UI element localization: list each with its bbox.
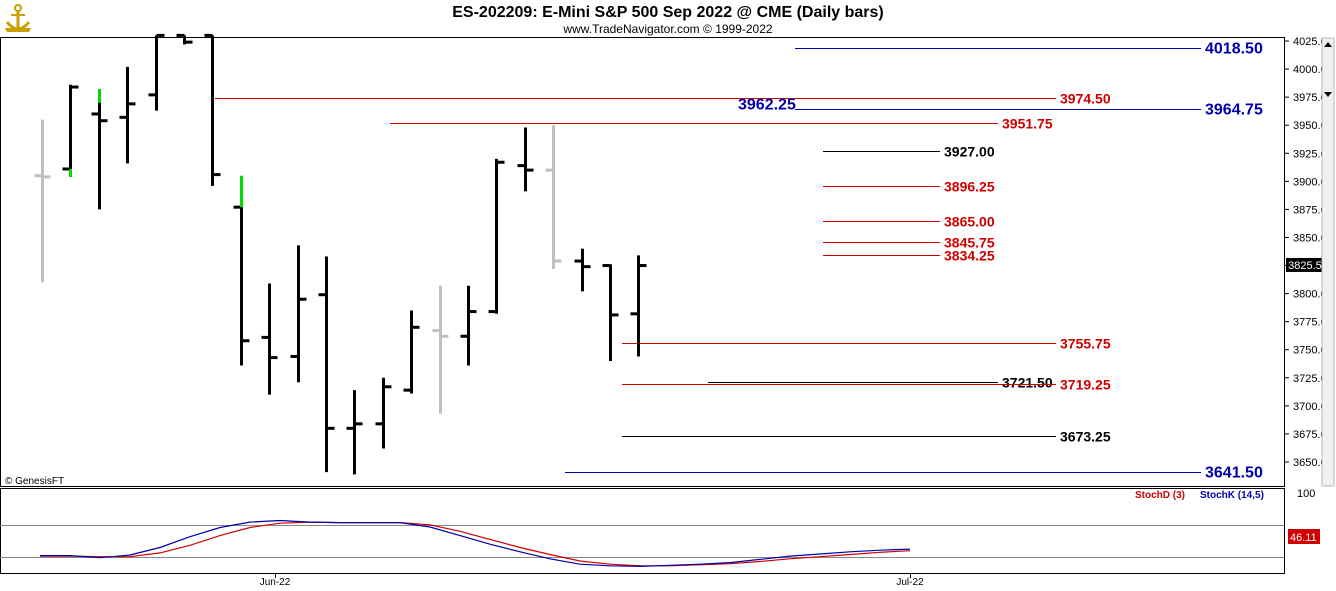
watermark: © GenesisFT xyxy=(5,476,64,487)
level-label: 3641.50 xyxy=(1205,465,1263,482)
stoch-k-line xyxy=(40,519,911,568)
level-label: 3964.75 xyxy=(1205,102,1263,119)
stoch-d-legend: StochD (3) xyxy=(1135,490,1185,501)
stoch-value-marker xyxy=(1288,529,1320,544)
last-price-label: 3825.50 xyxy=(1288,260,1328,272)
anchor-logo-icon xyxy=(3,2,33,34)
level-label: 3834.25 xyxy=(944,248,995,264)
level-label: 3896.25 xyxy=(944,179,995,195)
level-label: 3951.75 xyxy=(1002,116,1053,132)
vertical-scrollbar[interactable] xyxy=(1321,37,1335,487)
level-label: 3719.25 xyxy=(1060,377,1111,393)
x-axis: Jun-22 Jul-22 xyxy=(260,574,924,588)
x-tick-label: Jul-22 xyxy=(896,577,924,588)
stoch-d-line xyxy=(40,521,911,567)
level-label: 3927.00 xyxy=(944,144,995,160)
level-label: 3962.25 xyxy=(738,97,796,114)
stochastic-panel: 100 StochD (3) StochK (14,5) 46.11 xyxy=(0,488,1320,568)
stoch-k-legend: StochK (14,5) xyxy=(1200,490,1264,501)
level-label: 3865.00 xyxy=(944,214,995,230)
level-label: 3845.75 xyxy=(944,235,995,251)
level-label: 3673.25 xyxy=(1060,429,1111,445)
level-label: 3721.50 xyxy=(1002,375,1053,391)
chart-subtitle: www.TradeNavigator.com © 1999-2022 xyxy=(562,22,772,36)
price-panel-frame xyxy=(0,37,1285,487)
price-bars xyxy=(34,33,647,475)
last-price-marker xyxy=(1286,257,1330,272)
x-tick-label: Jun-22 xyxy=(260,577,291,588)
chart-title: ES-202209: E-Mini S&P 500 Sep 2022 @ CME… xyxy=(452,4,883,21)
scroll-up-icon[interactable] xyxy=(1324,42,1332,47)
level-label: 3974.50 xyxy=(1060,91,1111,107)
scroll-down-icon[interactable] xyxy=(1324,92,1332,97)
stoch-top-label: 100 xyxy=(1297,488,1315,500)
level-label: 3755.75 xyxy=(1060,336,1111,352)
stoch-panel-frame xyxy=(0,488,1285,574)
level-label: 4018.50 xyxy=(1205,41,1263,58)
price-levels: 4018.50 3974.50 3964.75 3962.25 3951.75 3927.… xyxy=(215,41,1263,482)
stoch-value-label: 46.11 xyxy=(1290,532,1317,544)
